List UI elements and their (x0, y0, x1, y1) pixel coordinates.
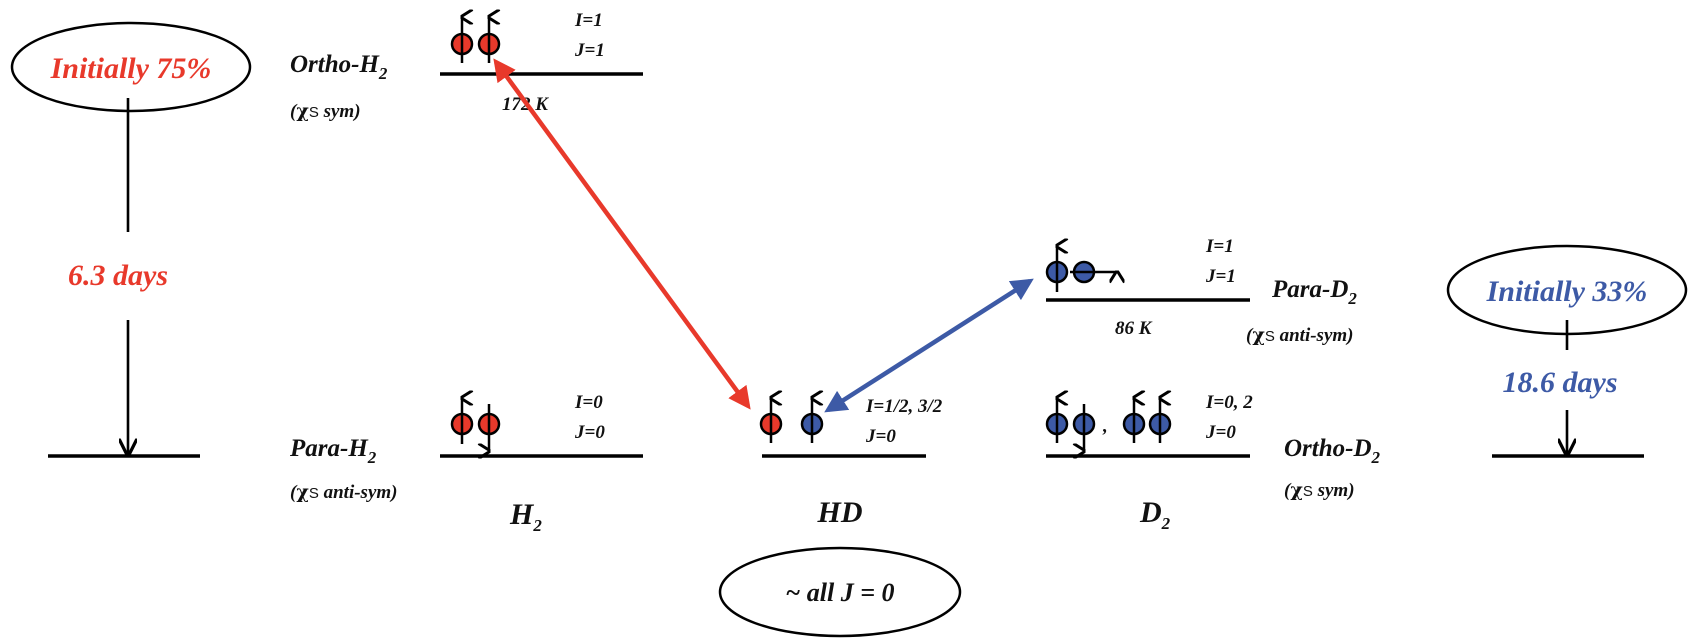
d2-levels: I=1 J=1 86 K Para-D2 (χS anti-sym) , I=0… (1045, 236, 1381, 533)
para-d2-spins (1045, 246, 1117, 292)
para-d2-J: J=1 (1205, 266, 1236, 287)
ortho-d2-separator: , (1102, 416, 1108, 437)
hd-ellipse-label: ~ all J = 0 (785, 578, 894, 607)
ortho-h2-to-hd-arrow (493, 58, 751, 410)
ortho-d2-chi: (χS sym) (1284, 479, 1355, 501)
initial-ellipse-left (10, 21, 252, 113)
para-d2-energy: 86 K (1115, 318, 1153, 339)
initial-label-right: Initially 33% (1486, 275, 1648, 308)
hd-I: I=1/2, 3/2 (865, 396, 943, 417)
ortho-d2-name: Ortho-D2 (1284, 435, 1381, 467)
hd-label: HD (817, 496, 863, 529)
para-d2-chi: (χS anti-sym) (1246, 324, 1353, 346)
para-h2-I: I=0 (574, 392, 603, 413)
ortho-h2-name: Ortho-H2 (290, 51, 388, 83)
ortho-h2-I: I=1 (574, 10, 603, 31)
para-d2-name: Para-D2 (1271, 276, 1357, 308)
h2-levels: Ortho-H2 (χS sym) I=1 J=1 172 K Para-H2 … (289, 10, 643, 535)
decay-time-right: 18.6 days (1503, 366, 1618, 399)
hd-J: J=0 (865, 426, 896, 447)
initial-label-left: Initially 75% (50, 52, 212, 85)
para-h2-chi: (χS anti-sym) (290, 481, 397, 503)
para-h2-name: Para-H2 (289, 435, 377, 467)
para-h2-J: J=0 (574, 422, 605, 443)
ortho-h2-chi: (χS sym) (290, 100, 361, 122)
left-decay-panel: Initially 75% 6.3 days (10, 21, 252, 458)
hd-spins (759, 398, 822, 443)
d2-label: D2 (1139, 496, 1171, 533)
h2-label: H2 (509, 498, 542, 535)
hd-ellipse (718, 546, 962, 638)
ortho-h2-spins (450, 17, 499, 63)
ortho-h2-J: J=1 (574, 40, 605, 61)
decay-time-left: 6.3 days (68, 259, 168, 292)
hd-to-para-d2-arrow (824, 278, 1034, 413)
ortho-d2-J: J=0 (1205, 422, 1236, 443)
hd-level-group: I=1/2, 3/2 J=0 HD ~ all J = 0 (718, 396, 962, 638)
right-decay-panel: Initially 33% 18.6 days (1446, 244, 1688, 458)
ortho-d2-spins: , (1045, 398, 1170, 451)
ortho-d2-I: I=0, 2 (1205, 392, 1253, 413)
para-d2-I: I=1 (1205, 236, 1234, 257)
para-h2-spins (450, 398, 501, 451)
